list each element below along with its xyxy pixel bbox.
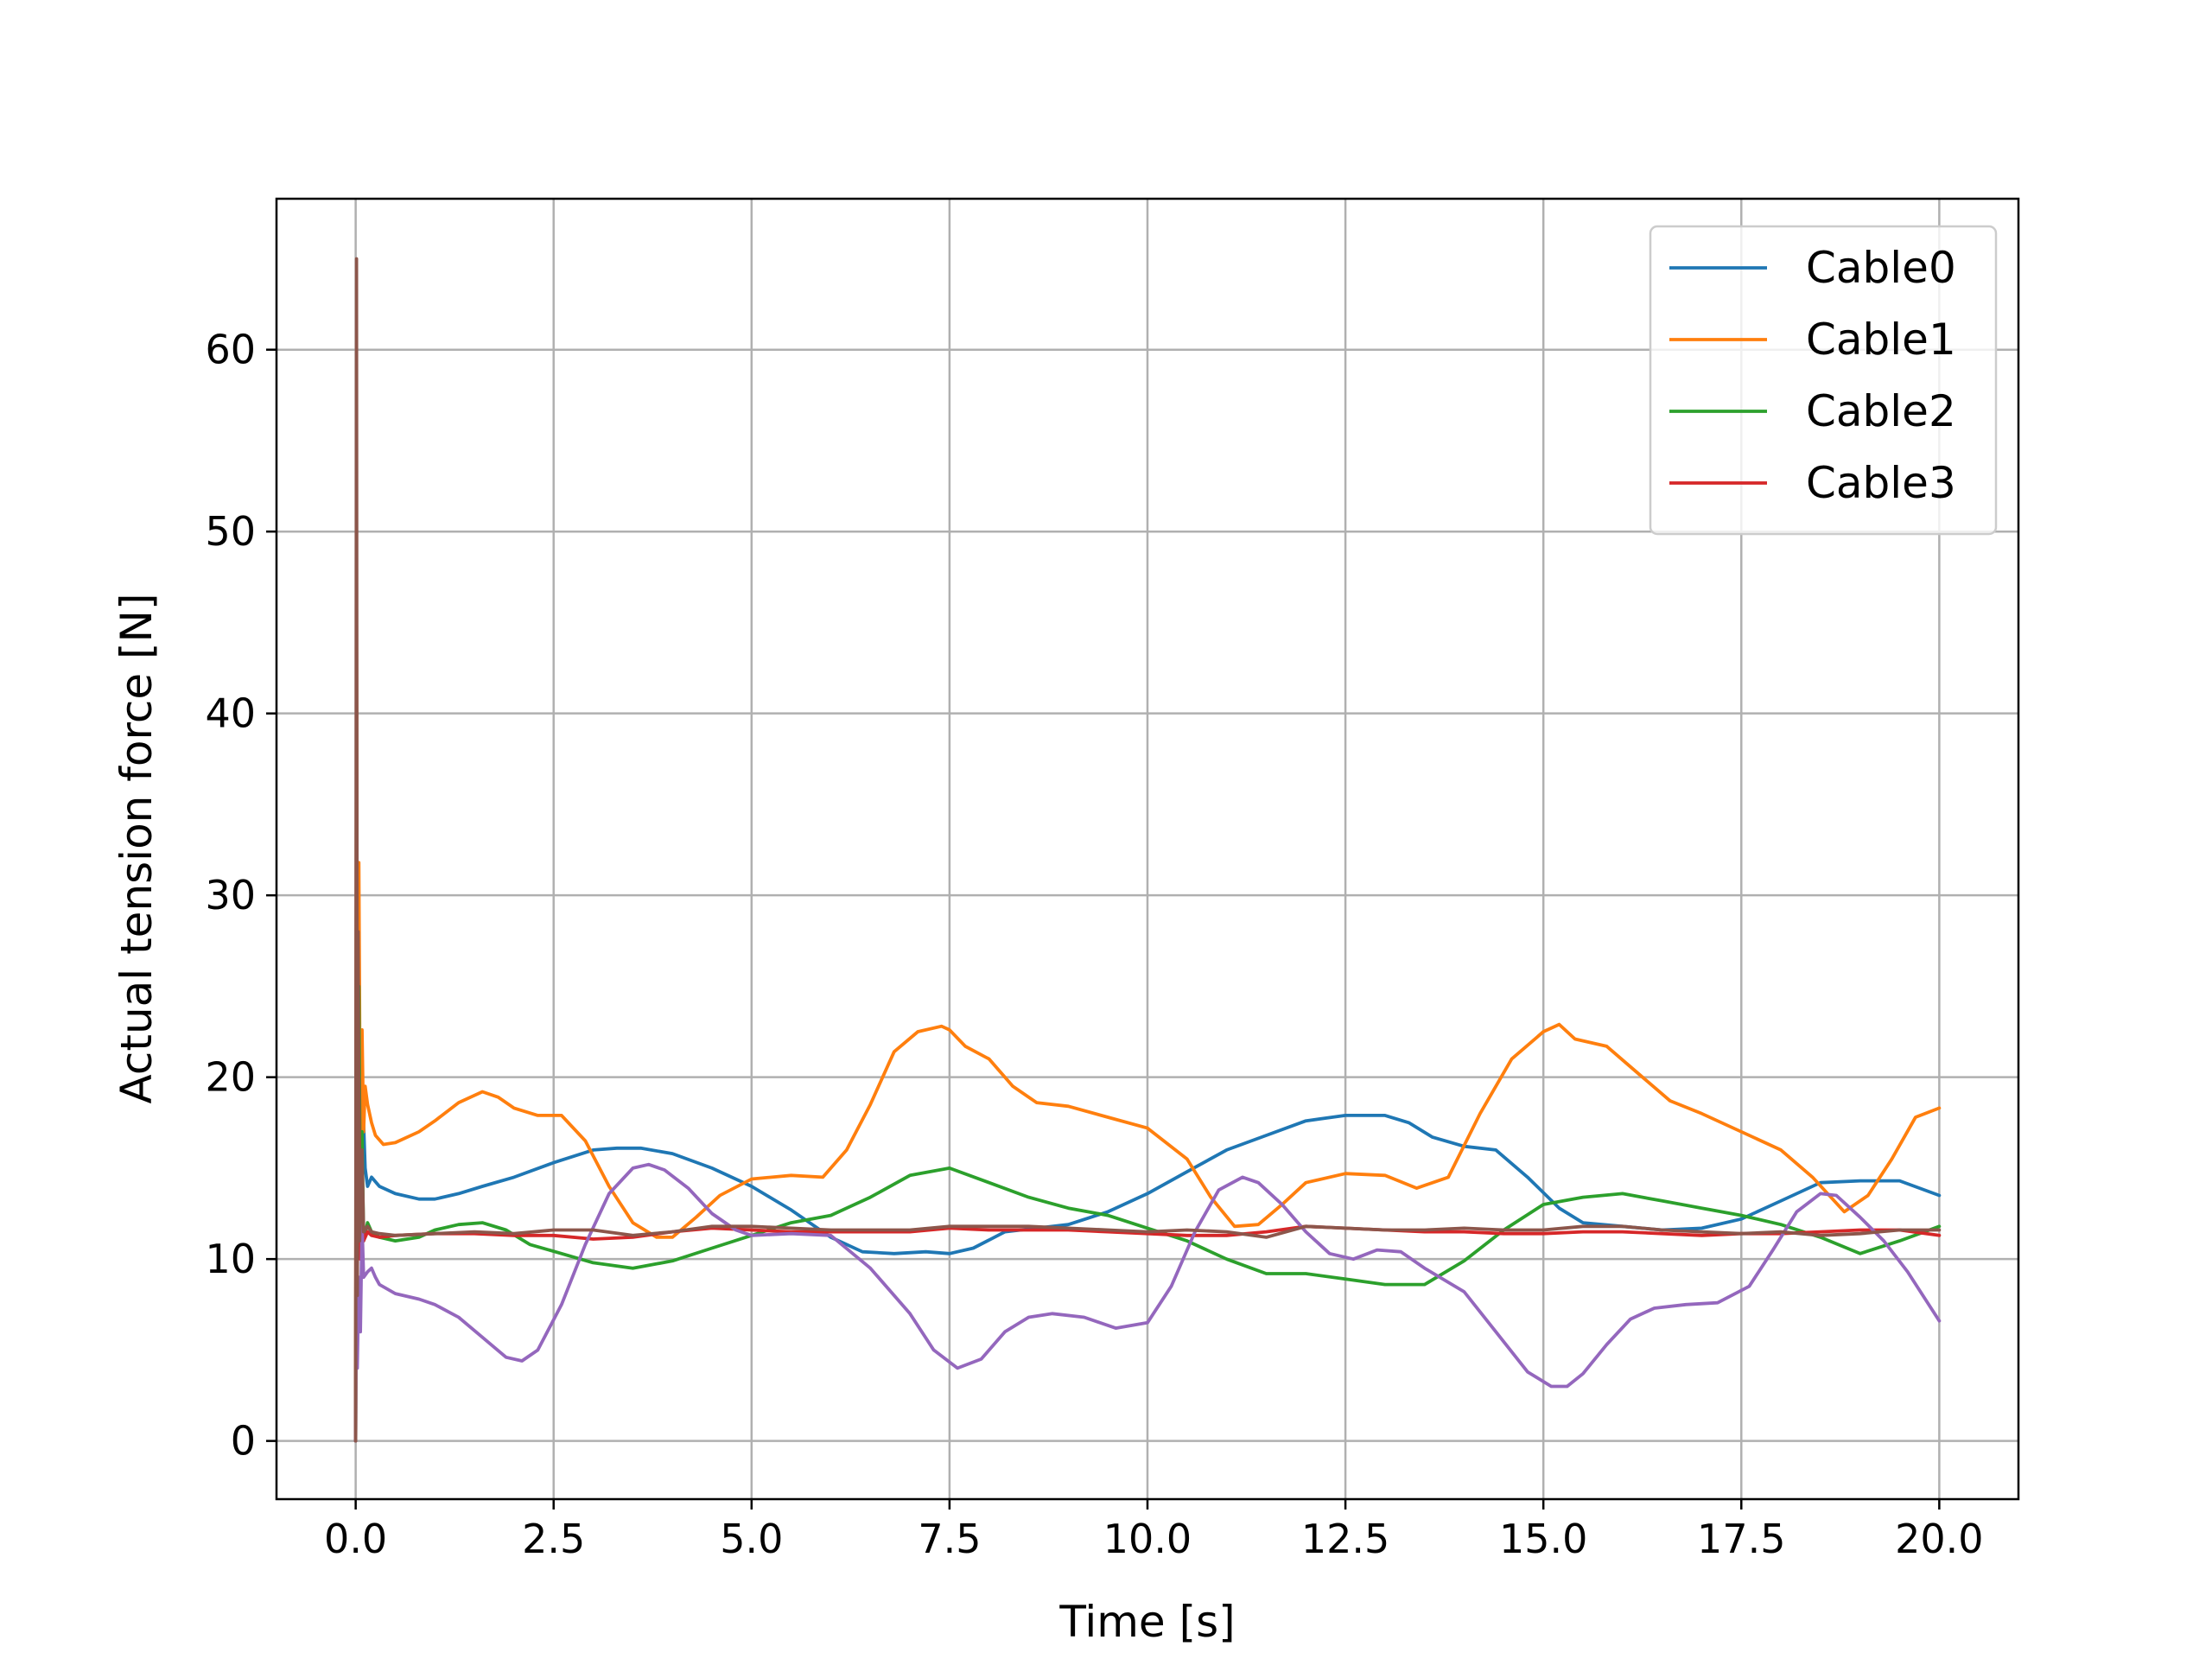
y-axis-label: Actual tension force [N] (111, 594, 162, 1104)
legend-label-cable3: Cable3 (1806, 458, 1956, 508)
legend-label-cable2: Cable2 (1806, 386, 1956, 436)
legend-label-cable1: Cable1 (1806, 315, 1956, 365)
legend-frame (1649, 225, 1998, 536)
y-tick-label: 30 (205, 872, 256, 918)
y-axis-ticks: 0 10 20 30 40 50 60 (205, 327, 276, 1465)
x-tick-label: 15.0 (1499, 1516, 1587, 1562)
x-tick-label: 20.0 (1895, 1516, 1983, 1562)
line-series-4 (353, 1162, 1942, 1443)
series-lines (353, 257, 1942, 1443)
y-tick-label: 0 (231, 1418, 256, 1465)
x-axis-ticks: 0.0 2.5 5.0 7.5 10.0 12.5 15.0 17.5 20.0 (324, 1499, 1984, 1562)
x-tick-label: 12.5 (1301, 1516, 1389, 1562)
y-tick-label: 20 (205, 1054, 256, 1101)
y-tick-label: 10 (205, 1236, 256, 1282)
line-cable1 (353, 620, 1942, 1443)
x-tick-label: 0.0 (324, 1516, 387, 1562)
y-tick-label: 60 (205, 327, 256, 373)
x-tick-label: 10.0 (1103, 1516, 1192, 1562)
x-tick-label: 7.5 (918, 1516, 981, 1562)
line-cable3 (353, 766, 1942, 1443)
x-tick-label: 17.5 (1697, 1516, 1785, 1562)
x-tick-label: 5.0 (720, 1516, 783, 1562)
legend-label-cable0: Cable0 (1806, 243, 1956, 293)
legend: Cable0 Cable1 Cable2 Cable3 (1649, 225, 1998, 536)
line-cable0 (353, 893, 1942, 1443)
y-tick-label: 40 (205, 690, 256, 737)
x-axis-label: Time [s] (1058, 1597, 1235, 1647)
y-tick-label: 50 (205, 508, 256, 555)
x-tick-label: 2.5 (522, 1516, 585, 1562)
line-series-5 (353, 257, 1942, 1443)
